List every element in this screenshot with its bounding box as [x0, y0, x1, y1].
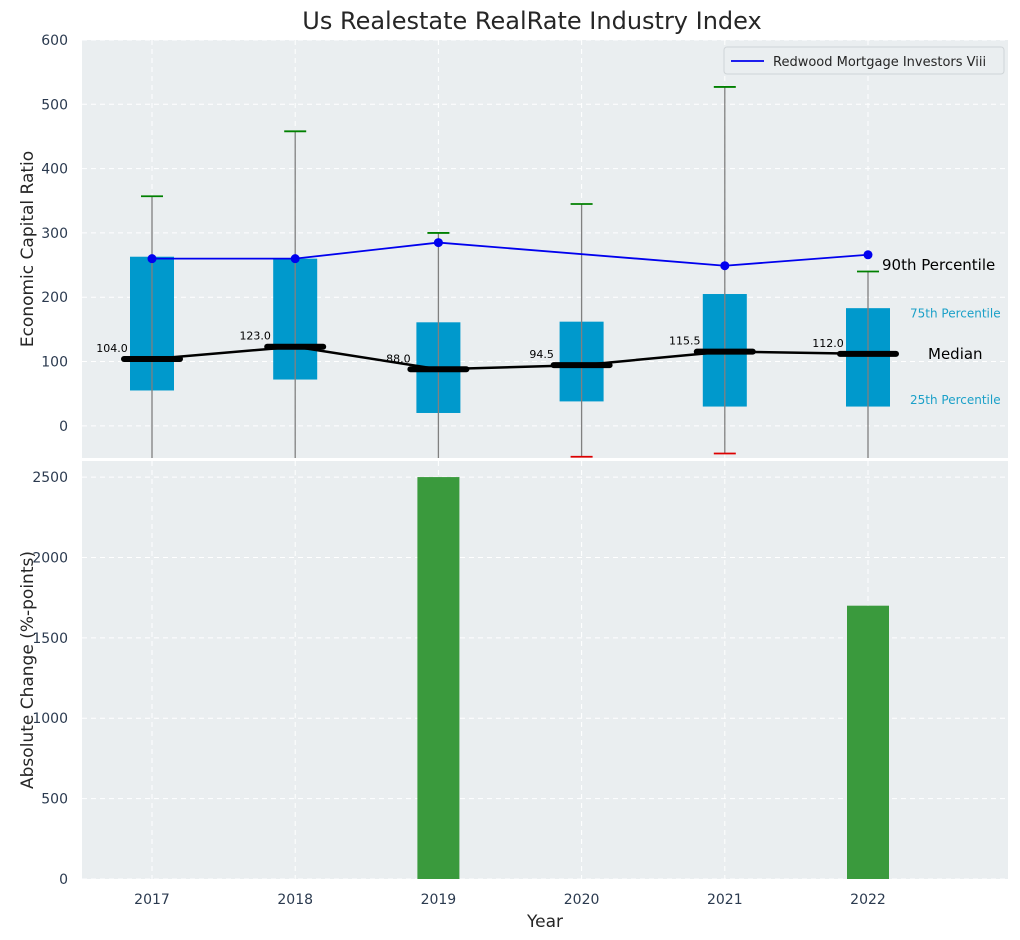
y-tick-label: 1000 [32, 711, 68, 727]
box-2018 [273, 130, 318, 458]
bar-chart-panel: 0 500 1000 1500 2000 2500 2017 2018 2019 2020 2021… [18, 461, 1008, 932]
legend: Redwood Mortgage Investors Viii [723, 46, 1005, 75]
y-tick-label: 0 [59, 872, 68, 888]
y-tick-label: 500 [41, 97, 68, 113]
x-tick-label: 2017 [134, 892, 170, 908]
y-tick-label: 500 [41, 792, 68, 808]
company-series-point [290, 254, 300, 264]
y-axis-label-top: Economic Capital Ratio [18, 151, 38, 347]
box-plot-content: 104.0 123.0 88.0 94.5 115.5 112.0 [96, 86, 899, 458]
y-tick-label: 1500 [32, 631, 68, 647]
x-axis-label: Year [526, 912, 563, 932]
chart-title: Us Realestate RealRate Industry Index [302, 7, 761, 35]
bar-2019 [417, 477, 460, 879]
bar-2022 [847, 605, 889, 879]
y-tick-label: 300 [41, 226, 68, 242]
median-value-label: 112.0 [812, 337, 844, 350]
company-series-point [863, 250, 873, 260]
annotation-75th-percentile: 75th Percentile [910, 306, 1001, 320]
x-tick-label: 2019 [421, 892, 457, 908]
box-2022 [846, 270, 890, 458]
y-tick-label: 100 [41, 355, 68, 371]
company-series-point [147, 254, 157, 264]
annotation-median: Median [928, 345, 983, 363]
box-2017 [130, 195, 174, 458]
x-tick-label: 2021 [707, 892, 743, 908]
y-tick-label: 600 [41, 33, 68, 49]
company-series-point [433, 238, 443, 248]
box-plot-panel: 0 100 200 300 400 500 600 Economic Capital Rati… [18, 33, 1008, 458]
legend-label: Redwood Mortgage Investors Viii [773, 55, 986, 70]
y-axis-label-bottom: Absolute Change (%-points) [18, 551, 38, 789]
median-value-label: 123.0 [239, 330, 271, 343]
x-tick-label: 2022 [850, 892, 886, 908]
median-value-label: 104.0 [96, 342, 128, 355]
y-tick-label: 0 [59, 419, 68, 435]
annotation-25th-percentile: 25th Percentile [910, 393, 1001, 407]
median-value-label: 115.5 [669, 335, 701, 348]
y-tick-label: 200 [41, 290, 68, 306]
y-tick-label: 2500 [32, 470, 68, 486]
median-value-label: 88.0 [386, 352, 411, 365]
annotation-90th-percentile: 90th Percentile [882, 256, 995, 274]
x-tick-label: 2018 [277, 892, 313, 908]
median-value-label: 94.5 [529, 348, 554, 361]
y-tick-label: 2000 [32, 550, 68, 566]
company-series-point [720, 261, 730, 271]
legend-box [723, 46, 1005, 75]
box-2020 [559, 203, 604, 458]
x-tick-label: 2020 [564, 892, 600, 908]
y-tick-label: 400 [41, 162, 68, 178]
